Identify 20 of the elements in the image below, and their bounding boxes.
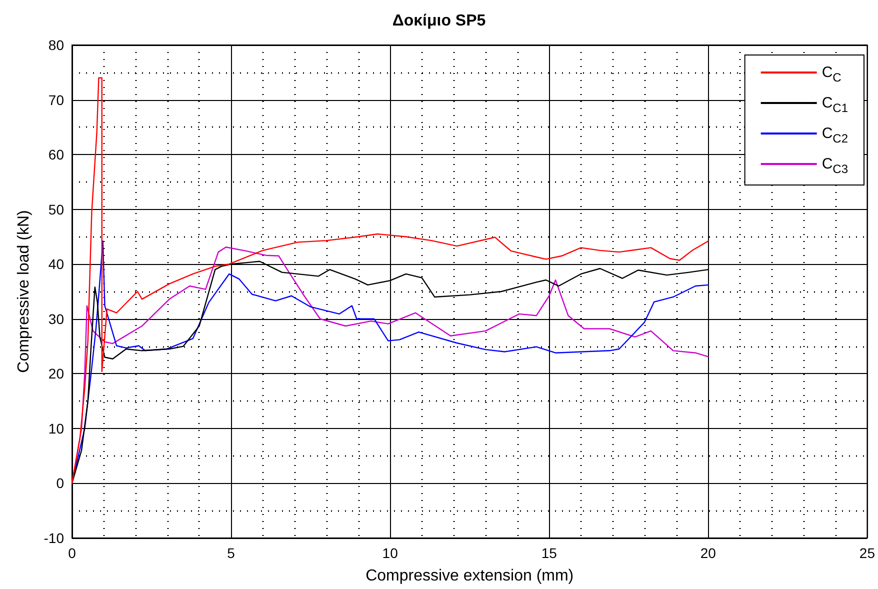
y-tick-label: 80 <box>48 37 64 53</box>
y-tick-label: 10 <box>48 420 64 436</box>
y-tick-label: 50 <box>48 201 64 218</box>
y-tick-label: 60 <box>48 146 64 163</box>
y-tick-label: 40 <box>48 256 64 272</box>
chart-title: Δοκίμιο SP5 <box>392 12 486 30</box>
x-tick-label: 10 <box>382 545 398 561</box>
x-tick-label: 15 <box>541 545 558 561</box>
x-axis-title: Compressive extension (mm) <box>366 568 574 584</box>
x-tick-label: 5 <box>227 545 236 561</box>
y-tick-label: 20 <box>48 366 64 382</box>
y-tick-label: 70 <box>48 92 64 108</box>
y-tick-label: 0 <box>56 475 64 492</box>
line-series <box>71 77 709 484</box>
y-tick-label: -10 <box>44 530 64 546</box>
y-tick-label: 30 <box>48 310 64 327</box>
x-tick-label: 20 <box>700 545 716 561</box>
x-tick-label: 25 <box>859 545 876 561</box>
y-axis-title: Compressive load (kN) <box>16 210 32 373</box>
x-tick-label: 0 <box>68 545 76 561</box>
